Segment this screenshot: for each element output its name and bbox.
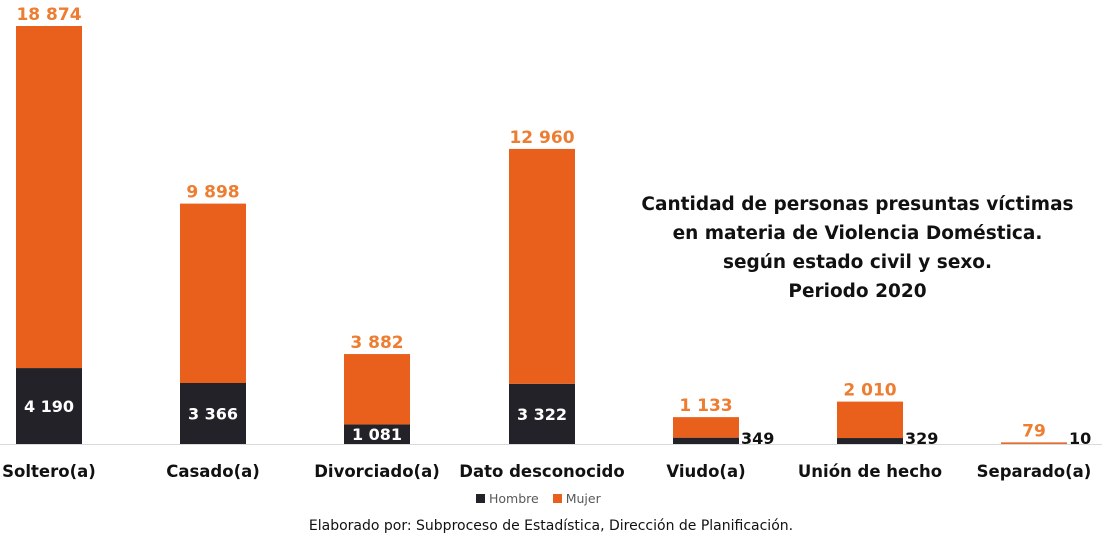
label-mujer-5: 2 010 (843, 381, 896, 401)
label-mujer-2: 3 882 (350, 333, 403, 353)
bar-hombre-2 (344, 424, 410, 444)
chart-title: Cantidad de personas presuntas víctimas … (640, 190, 1075, 306)
label-mujer-0: 18 874 (16, 5, 81, 25)
bar-mujer-1 (180, 203, 246, 383)
bar-mujer-3 (509, 148, 575, 384)
category-label-6: Separado(a) (977, 462, 1092, 481)
bar-mujer-0 (16, 26, 82, 369)
label-hombre-1: 3 366 (188, 404, 238, 423)
title-line-3: según estado civil y sexo. (722, 252, 993, 273)
title-line-2: en materia de Violencia Doméstica. (672, 223, 1043, 244)
legend-label-mujer: Mujer (565, 491, 601, 506)
bar-mujer-5 (837, 401, 903, 439)
legend-swatch-mujer (552, 494, 562, 503)
bar-hombre-3 (509, 383, 575, 444)
label-mujer-4: 1 133 (679, 396, 732, 416)
category-label-2: Divorciado(a) (314, 462, 440, 481)
label-mujer-6: 79 (1022, 421, 1046, 441)
category-label-3: Dato desconocido (459, 462, 624, 481)
title-line-4: Periodo 2020 (788, 281, 927, 302)
category-label-1: Casado(a) (166, 462, 260, 481)
label-mujer-1: 9 898 (186, 183, 239, 203)
bar-hombre-5 (837, 438, 903, 444)
label-mujer-3: 12 960 (509, 128, 574, 148)
credit-note: Elaborado por: Subproceso de Estadística… (308, 518, 794, 534)
bar-mujer-2 (344, 354, 410, 425)
bar-hombre-4 (673, 437, 739, 444)
bar-mujer-4 (673, 417, 739, 438)
label-hombre-3: 3 322 (517, 405, 567, 424)
legend-label-hombre: Hombre (489, 491, 539, 506)
bar-hombre-1 (180, 382, 246, 444)
category-label-0: Soltero(a) (2, 462, 96, 481)
title-line-1: Cantidad de personas presuntas víctimas (641, 194, 1074, 215)
category-label-5: Unión de hecho (798, 462, 942, 481)
bar-mujer-6 (1001, 442, 1067, 444)
label-hombre-6: 10 (1069, 429, 1091, 448)
label-hombre-0: 4 190 (24, 397, 74, 416)
bar-hombre-0 (16, 368, 82, 444)
label-hombre-4: 349 (741, 429, 774, 448)
label-hombre-5: 329 (905, 429, 938, 448)
legend: Hombre Mujer (476, 491, 601, 506)
legend-swatch-hombre (476, 494, 485, 503)
label-hombre-2: 1 081 (352, 425, 402, 444)
category-label-4: Viudo(a) (666, 462, 745, 481)
